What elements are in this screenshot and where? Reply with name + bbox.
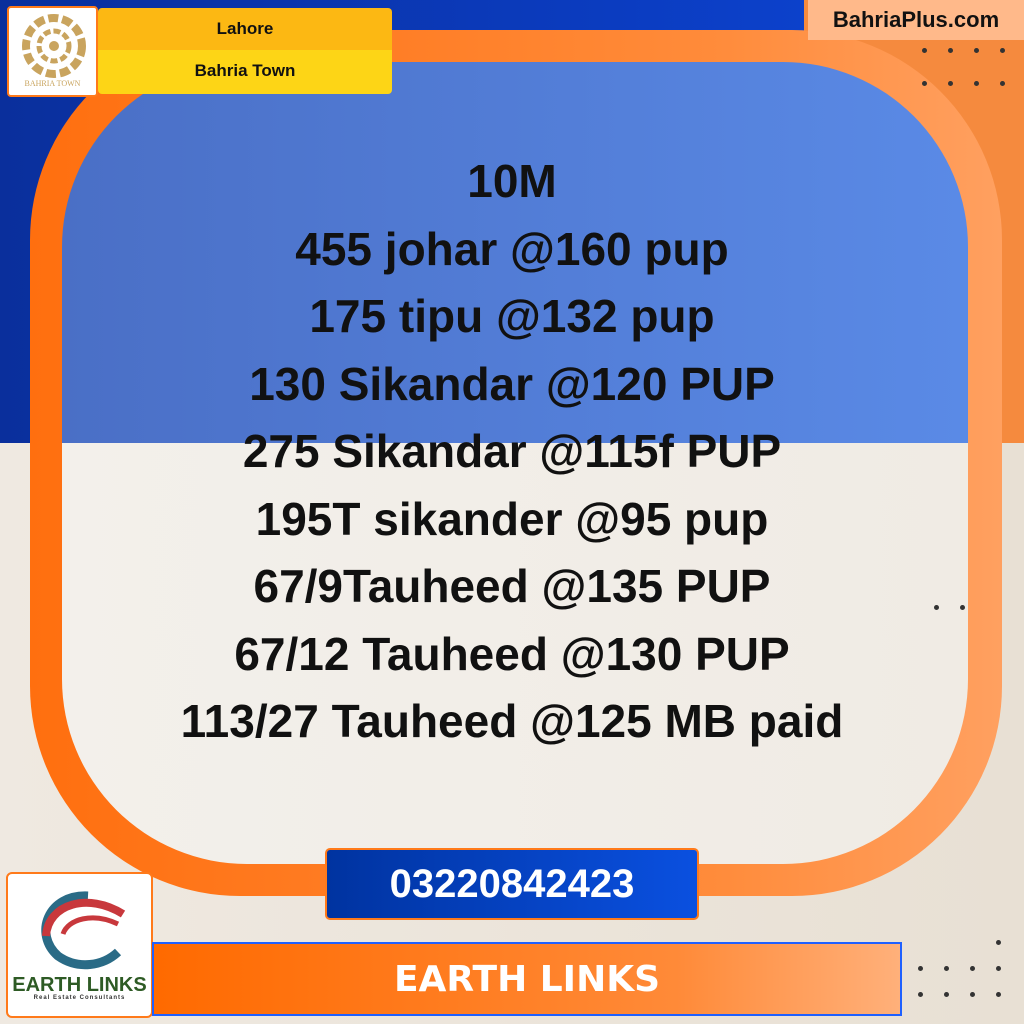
earth-links-logo-text: EARTH LINKS xyxy=(12,974,147,996)
listing-line: 455 johar @160 pup xyxy=(295,222,729,275)
listing-line: 67/12 Tauheed @130 PUP xyxy=(234,627,790,680)
listing-text: 10M 455 johar @160 pup 175 tipu @132 pup… xyxy=(0,148,1024,756)
city-label: Lahore xyxy=(98,8,392,50)
bahria-logo-text: BAHRIA TOWN xyxy=(24,79,81,88)
listing-line: 130 Sikandar @120 PUP xyxy=(249,357,775,410)
decorative-dots xyxy=(922,48,1005,86)
listing-line: 195T sikander @95 pup xyxy=(255,492,769,545)
decorative-dots xyxy=(934,605,965,610)
listing-line: 175 tipu @132 pup xyxy=(309,290,715,342)
listing-size: 10M xyxy=(467,155,557,207)
panel-bottom xyxy=(62,443,968,864)
listing-line: 113/27 Tauheed @125 MB paid xyxy=(180,695,844,747)
listing-line: 67/9Tauheed @135 PUP xyxy=(253,560,771,612)
panel-top xyxy=(62,62,968,443)
earth-links-emblem-icon xyxy=(41,891,126,970)
website-label[interactable]: BahriaPlus.com xyxy=(808,0,1024,40)
bahria-town-logo: BAHRIA TOWN xyxy=(7,6,98,97)
phone-number[interactable]: 03220842423 xyxy=(325,848,699,920)
project-label: Bahria Town xyxy=(98,50,392,94)
earth-links-tagline: Real Estate Consultants xyxy=(33,995,126,1001)
content-panel xyxy=(62,62,968,864)
listing-line: 275 Sikandar @115f PUP xyxy=(242,425,782,477)
earth-links-logo: EARTH LINKS Real Estate Consultants xyxy=(6,872,153,1018)
bahria-emblem-icon xyxy=(22,14,86,78)
agency-banner: EARTH LINKS xyxy=(152,942,902,1016)
decorative-dots xyxy=(918,940,1001,997)
